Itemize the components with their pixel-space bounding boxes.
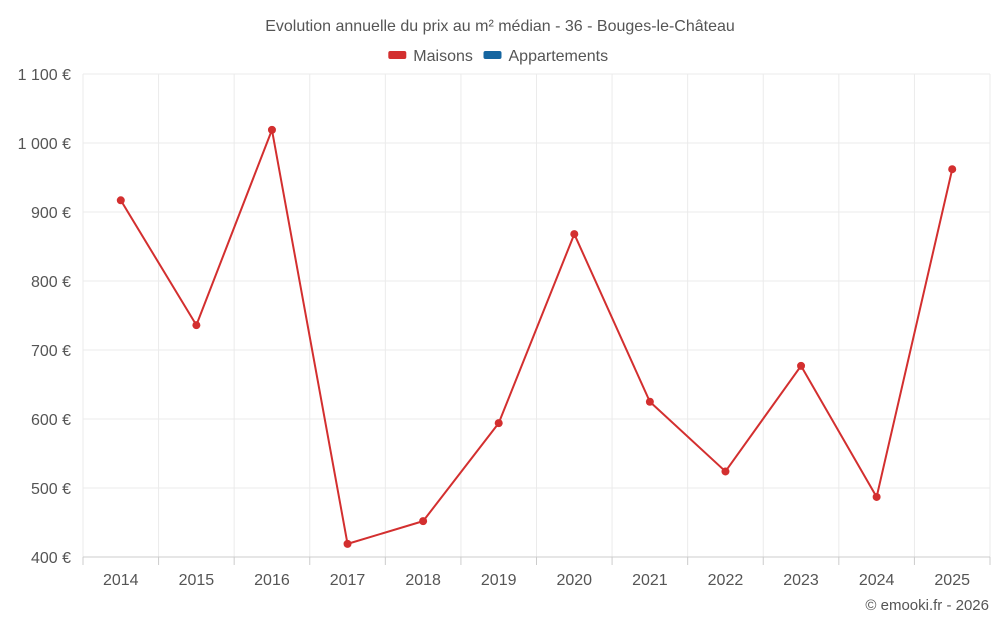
data-point-maisons-2015[interactable] [192, 321, 201, 330]
data-point-maisons-2023[interactable] [797, 361, 806, 370]
data-point-maisons-2016[interactable] [267, 125, 276, 134]
data-point-maisons-2017[interactable] [343, 539, 352, 548]
legend-item-appartements[interactable]: Appartements [483, 48, 609, 65]
x-tick-label: 2018 [405, 572, 441, 589]
legend-swatch-maisons [388, 51, 407, 59]
legend-swatch-appartements [483, 51, 502, 59]
data-point-maisons-2019[interactable] [494, 419, 503, 428]
x-tick-label: 2023 [783, 572, 819, 589]
series-layer [116, 125, 957, 548]
legend-item-maisons[interactable]: Maisons [388, 48, 473, 65]
series-line-maisons [119, 128, 954, 545]
y-tick-label: 900 € [31, 205, 71, 222]
x-tick-label: 2019 [481, 572, 517, 589]
data-point-maisons-2025[interactable] [948, 165, 957, 174]
y-tick-label: 400 € [31, 550, 71, 567]
data-point-maisons-2024[interactable] [872, 492, 881, 501]
legend[interactable]: Maisons Appartements [388, 48, 608, 65]
series-maisons [116, 125, 957, 548]
legend-label-maisons: Maisons [413, 48, 473, 65]
x-tick-label: 2021 [632, 572, 668, 589]
grid [82, 73, 991, 558]
y-tick-label: 800 € [31, 274, 71, 291]
x-tick-label: 2015 [179, 572, 215, 589]
data-point-maisons-2021[interactable] [645, 397, 654, 406]
y-tick-label: 700 € [31, 343, 71, 360]
x-tick-label: 2020 [556, 572, 592, 589]
y-tick-label: 600 € [31, 412, 71, 429]
credit-text: © emooki.fr - 2026 [865, 597, 989, 614]
x-tick-label: 2014 [103, 572, 139, 589]
y-axis: 400 € 500 € 600 € 700 € 800 € 900 € 1 000 € 1 1… [18, 67, 71, 567]
y-tick-label: 500 € [31, 481, 71, 498]
legend-label-appartements: Appartements [509, 48, 609, 65]
x-tick-label: 2016 [254, 572, 290, 589]
data-point-maisons-2014[interactable] [116, 196, 125, 205]
x-axis: 2014 2015 2016 2017 2018 2019 2020 2021 2022 2023… [82, 556, 991, 589]
chart-title: Evolution annuelle du prix au m² médian … [265, 18, 735, 35]
x-tick-label: 2024 [859, 572, 895, 589]
y-tick-label: 1 100 € [18, 67, 71, 84]
y-tick-label: 1 000 € [18, 136, 71, 153]
data-point-maisons-2020[interactable] [570, 230, 579, 239]
x-tick-label: 2025 [934, 572, 970, 589]
data-point-maisons-2022[interactable] [721, 467, 730, 476]
x-tick-label: 2017 [330, 572, 366, 589]
data-point-maisons-2018[interactable] [419, 517, 428, 526]
x-tick-label: 2022 [708, 572, 744, 589]
